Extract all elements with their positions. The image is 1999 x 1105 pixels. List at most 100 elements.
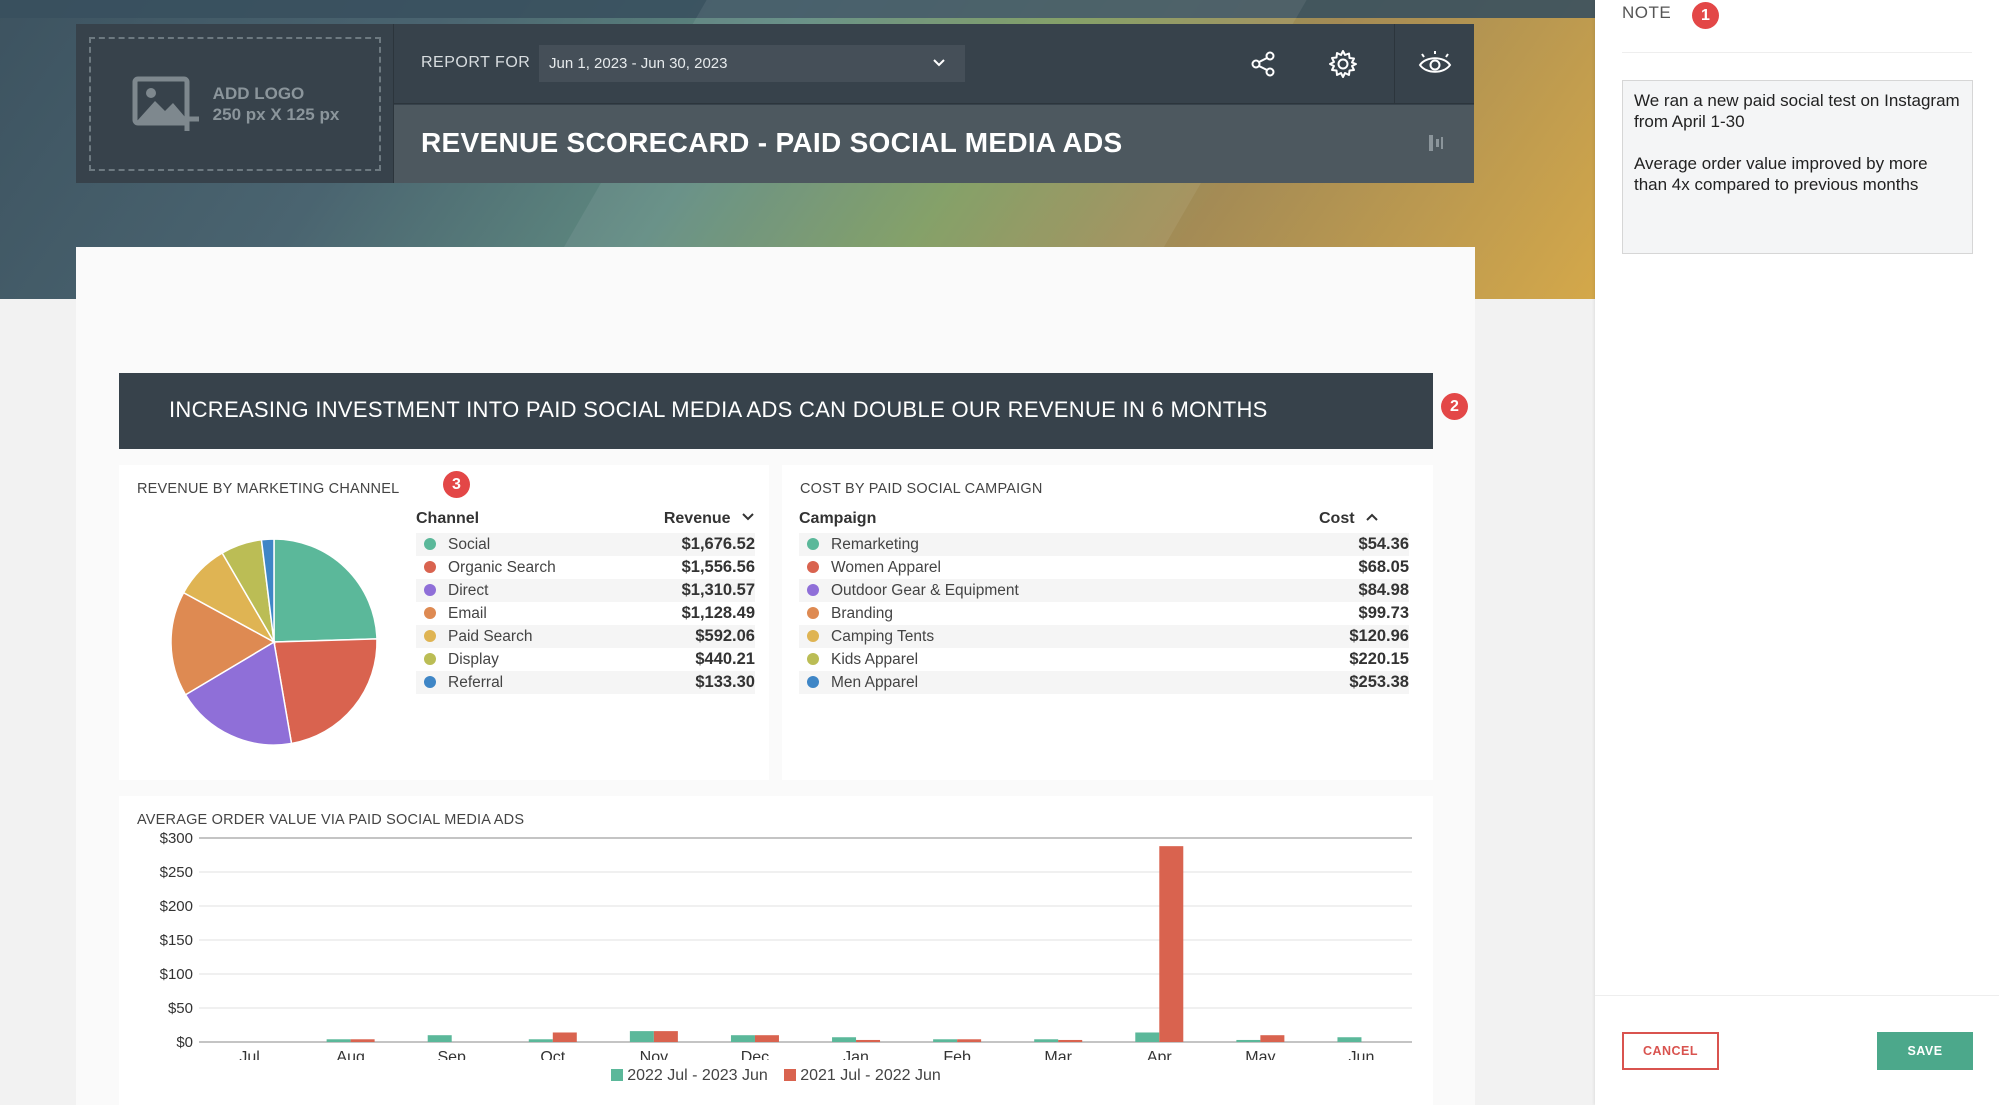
date-range-select[interactable]: Jun 1, 2023 - Jun 30, 2023 (539, 45, 965, 82)
bar-apr-series-1[interactable] (1135, 1032, 1160, 1042)
channel-row-label: Email (424, 605, 487, 623)
bar-may-series-2[interactable] (1260, 1035, 1285, 1042)
campaign-row-label: Women Apparel (807, 559, 941, 577)
campaign-name: Kids Apparel (831, 650, 919, 668)
pie-slice-social[interactable] (273, 538, 378, 643)
revenue-widget-title-text: REVENUE BY MARKETING CHANNEL (137, 481, 400, 497)
add-logo-button[interactable]: ADD LOGO 250 px X 125 px (89, 37, 381, 171)
note-divider (1622, 52, 1972, 53)
x-tick-label: Jan (843, 1049, 869, 1060)
channel-column-header[interactable]: Channel (416, 510, 480, 527)
campaign-row[interactable]: Outdoor Gear & Equipment $84.98 (799, 579, 1409, 602)
channel-row[interactable]: Email $1,128.49 (416, 602, 755, 625)
aov-chart-legend: 2022 Jul - 2023 Jun 2021 Jul - 2022 Jun (119, 1067, 1433, 1085)
bar-mar-series-1[interactable] (1034, 1039, 1059, 1042)
annotation-badge-2[interactable]: 2 (1441, 393, 1468, 420)
add-logo-label: ADD LOGO (212, 84, 305, 103)
annotation-badge-3[interactable]: 3 (443, 471, 470, 498)
campaign-row-label: Men Apparel (807, 674, 918, 692)
channel-row[interactable]: Referral $133.30 (416, 671, 755, 694)
bar-jun-series-1[interactable] (1337, 1037, 1362, 1042)
channel-value: $1,676.52 (681, 535, 755, 553)
annotation-badge-1[interactable]: 1 (1692, 2, 1719, 29)
campaign-row[interactable]: Men Apparel $253.38 (799, 671, 1409, 694)
bar-jan-series-2[interactable] (856, 1039, 881, 1042)
logo-area: ADD LOGO 250 px X 125 px (76, 24, 394, 183)
gear-icon (1329, 50, 1357, 78)
channel-value: $133.30 (695, 673, 755, 691)
channel-name: Organic Search (448, 558, 556, 576)
bar-nov-series-2[interactable] (653, 1031, 678, 1042)
channel-value: $1,128.49 (681, 604, 755, 622)
legend-dot (807, 537, 819, 550)
bar-feb-series-2[interactable] (957, 1039, 982, 1042)
pie-slice-direct[interactable] (184, 640, 293, 746)
bar-sep-series-1[interactable] (427, 1035, 452, 1042)
bar-oct-series-2[interactable] (552, 1032, 577, 1042)
campaign-row-label: Branding (807, 605, 893, 623)
legend-dot (424, 675, 436, 688)
save-button[interactable]: SAVE (1877, 1032, 1973, 1070)
column-layout-icon[interactable] (1428, 133, 1444, 153)
revenue-pie-chart (170, 538, 378, 746)
cost-legend-table: Campaign Cost Remarketing $54.36 Women App… (799, 505, 1409, 694)
channel-row[interactable]: Social $1,676.52 (416, 533, 755, 556)
legend-item-series-a[interactable]: 2022 Jul - 2023 Jun (611, 1067, 768, 1084)
channel-row[interactable]: Paid Search $592.06 (416, 625, 755, 648)
preview-button[interactable] (1394, 24, 1474, 104)
note-label: NOTE (1622, 3, 1672, 22)
bar-dec-series-1[interactable] (730, 1035, 755, 1042)
revenue-table-header: Channel Revenue (416, 505, 755, 533)
share-button[interactable] (1223, 24, 1303, 104)
page-title: REVENUE SCORECARD - PAID SOCIAL MEDIA AD… (421, 127, 1123, 158)
campaign-row[interactable]: Branding $99.73 (799, 602, 1409, 625)
x-tick-label: Dec (741, 1049, 769, 1060)
campaign-name: Branding (831, 604, 894, 622)
bar-may-series-1[interactable] (1236, 1039, 1261, 1042)
campaign-row[interactable]: Camping Tents $120.96 (799, 625, 1409, 648)
legend-item-series-b[interactable]: 2021 Jul - 2022 Jun (784, 1067, 941, 1084)
channel-name: Paid Search (448, 627, 533, 645)
pie-slice-organic-search[interactable] (273, 638, 378, 745)
channel-row[interactable]: Display $440.21 (416, 648, 755, 671)
bar-oct-series-1[interactable] (528, 1039, 553, 1042)
cost-column-header[interactable]: Cost (1319, 510, 1379, 528)
campaign-row[interactable]: Remarketing $54.36 (799, 533, 1409, 556)
bar-nov-series-1[interactable] (629, 1031, 654, 1042)
x-tick-label: Apr (1147, 1049, 1173, 1060)
logo-size-label: 250 px X 125 px (212, 105, 340, 124)
cost-by-campaign-widget: COST BY PAID SOCIAL CAMPAIGN Campaign Co… (782, 465, 1433, 780)
note-textarea[interactable]: We ran a new paid social test on Instagr… (1622, 80, 1973, 254)
legend-dot (424, 606, 436, 619)
bar-jan-series-1[interactable] (832, 1037, 857, 1042)
pie-slice-referral[interactable] (260, 538, 275, 643)
bar-dec-series-2[interactable] (754, 1035, 779, 1042)
legend-swatch-a (611, 1069, 624, 1081)
settings-button[interactable] (1303, 24, 1383, 104)
bar-apr-series-2[interactable] (1159, 846, 1184, 1042)
legend-label-a: 2022 Jul - 2023 Jun (627, 1067, 768, 1084)
channel-row[interactable]: Organic Search $1,556.56 (416, 556, 755, 579)
campaign-row-label: Remarketing (807, 536, 919, 554)
pie-slice-email[interactable] (170, 591, 276, 696)
cancel-button[interactable]: CANCEL (1622, 1032, 1719, 1070)
campaign-column-header[interactable]: Campaign (799, 510, 877, 527)
legend-dot (424, 583, 436, 596)
revenue-column-header[interactable]: Revenue (664, 510, 755, 528)
campaign-row[interactable]: Kids Apparel $220.15 (799, 648, 1409, 671)
x-tick-label: Mar (1044, 1049, 1072, 1060)
channel-value: $440.21 (695, 650, 755, 668)
chevron-down-icon (933, 59, 945, 67)
bar-mar-series-2[interactable] (1058, 1039, 1083, 1042)
bar-aug-series-1[interactable] (326, 1039, 351, 1042)
campaign-value: $68.05 (1358, 558, 1409, 576)
channel-row[interactable]: Direct $1,310.57 (416, 579, 755, 602)
title-bar: REVENUE SCORECARD - PAID SOCIAL MEDIA AD… (394, 105, 1474, 183)
share-icon (1251, 51, 1275, 77)
bar-aug-series-2[interactable] (350, 1039, 375, 1042)
channel-value: $1,556.56 (681, 558, 755, 576)
campaign-value: $84.98 (1358, 581, 1409, 599)
campaign-row[interactable]: Women Apparel $68.05 (799, 556, 1409, 579)
x-tick-label: Oct (540, 1049, 565, 1060)
bar-feb-series-1[interactable] (933, 1039, 958, 1042)
